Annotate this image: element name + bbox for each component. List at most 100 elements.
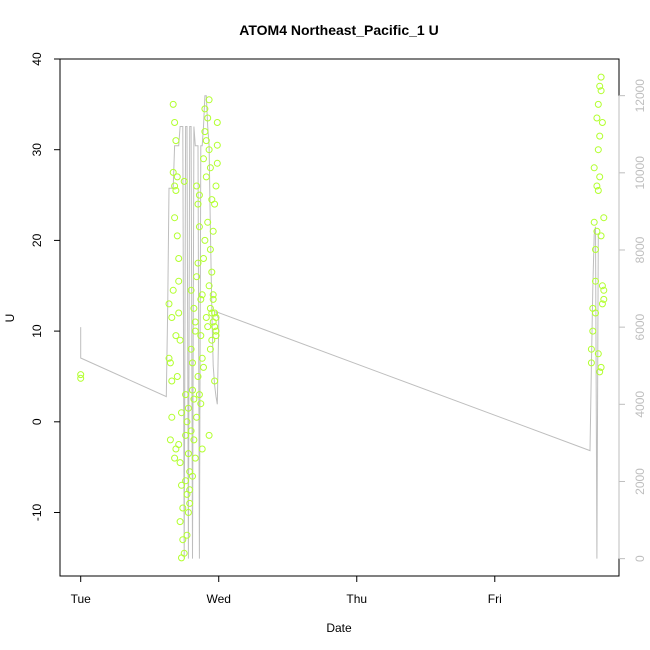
data-point [180,549,188,557]
y2-tick-label: 2000 [633,468,647,495]
y-tick-label: 10 [30,324,44,338]
data-point [598,300,606,308]
data-point [204,114,212,122]
x-tick-label: Wed [206,592,230,606]
data-point [193,413,201,421]
data-point [600,286,608,294]
data-point [202,173,210,181]
data-point [166,359,174,367]
data-point [194,373,202,380]
data-point [204,323,212,331]
data-point [190,395,198,403]
data-point [596,173,604,181]
data-point [195,391,203,399]
data-point [212,332,220,340]
data-point [169,168,177,176]
data-point [183,531,191,539]
data-point [592,309,599,317]
data-point [597,87,605,95]
data-point [587,359,595,367]
x-tick-label: Fri [488,592,502,606]
data-point [171,454,179,462]
data-point [209,291,217,299]
data-point [191,327,199,335]
data-point [200,155,207,163]
data-point [184,509,192,516]
data-point [593,182,601,190]
data-point [175,277,183,285]
data-point [183,418,191,426]
y-tick-label: 0 [30,418,44,425]
data-point [212,327,220,335]
data-point [597,73,605,81]
data-point [184,450,192,458]
plot-layer [77,73,608,562]
data-point [190,436,198,444]
data-point [596,368,604,376]
data-point [77,374,85,382]
data-point [182,431,190,439]
data-point [211,323,219,331]
data-point [211,200,219,208]
data-point [205,96,213,104]
data-point [206,304,214,312]
data-point [592,246,599,253]
data-point [175,255,183,262]
data-point [193,182,201,190]
data-point [165,354,173,362]
data-point [202,137,210,145]
data-point [178,409,185,417]
y-tick-label: 20 [30,233,44,247]
data-point [169,286,177,294]
data-point [168,413,176,421]
data-point [169,100,177,108]
data-point [197,400,205,408]
data-point [596,132,604,140]
data-point [594,100,602,108]
x-tick-label: Tue [71,592,92,606]
data-point [590,164,598,172]
data-point [594,350,602,358]
data-point [189,386,196,394]
chart-title: ATOM4 Northeast_Pacific_1 U [239,22,438,38]
data-point [166,436,174,444]
data-point [201,236,209,244]
data-point [200,363,207,371]
data-point [172,137,180,145]
data-point [211,377,219,385]
data-point [208,336,216,344]
data-point [198,445,206,453]
data-point [186,499,194,507]
y-tick-label: 40 [30,52,44,66]
axes-layer: -10 0 10 20 30 40 0 2000 4000 6000 8000 10000 12000 T… [30,52,647,606]
data-point [168,377,176,385]
data-point [594,187,602,194]
data-point [189,359,196,367]
data-point [186,486,194,494]
data-point [189,472,196,480]
y-tick-label: 30 [30,143,44,157]
data-point [198,291,206,299]
data-point [173,373,181,380]
data-point [598,119,606,126]
data-point [176,336,184,344]
data-point [600,214,608,222]
data-point [171,182,179,190]
data-point [184,404,192,412]
data-point [191,318,199,326]
data-point [77,371,85,379]
data-point [205,282,213,290]
data-point [179,536,187,544]
data-point [201,105,209,113]
data-point [168,314,176,321]
data-point [193,273,201,281]
data-point [178,481,185,489]
data-point [190,304,198,312]
data-point [209,227,217,235]
data-point [596,82,604,90]
data-point [195,191,203,199]
data-point [213,119,221,126]
data-point [211,309,219,317]
data-point [175,441,183,448]
